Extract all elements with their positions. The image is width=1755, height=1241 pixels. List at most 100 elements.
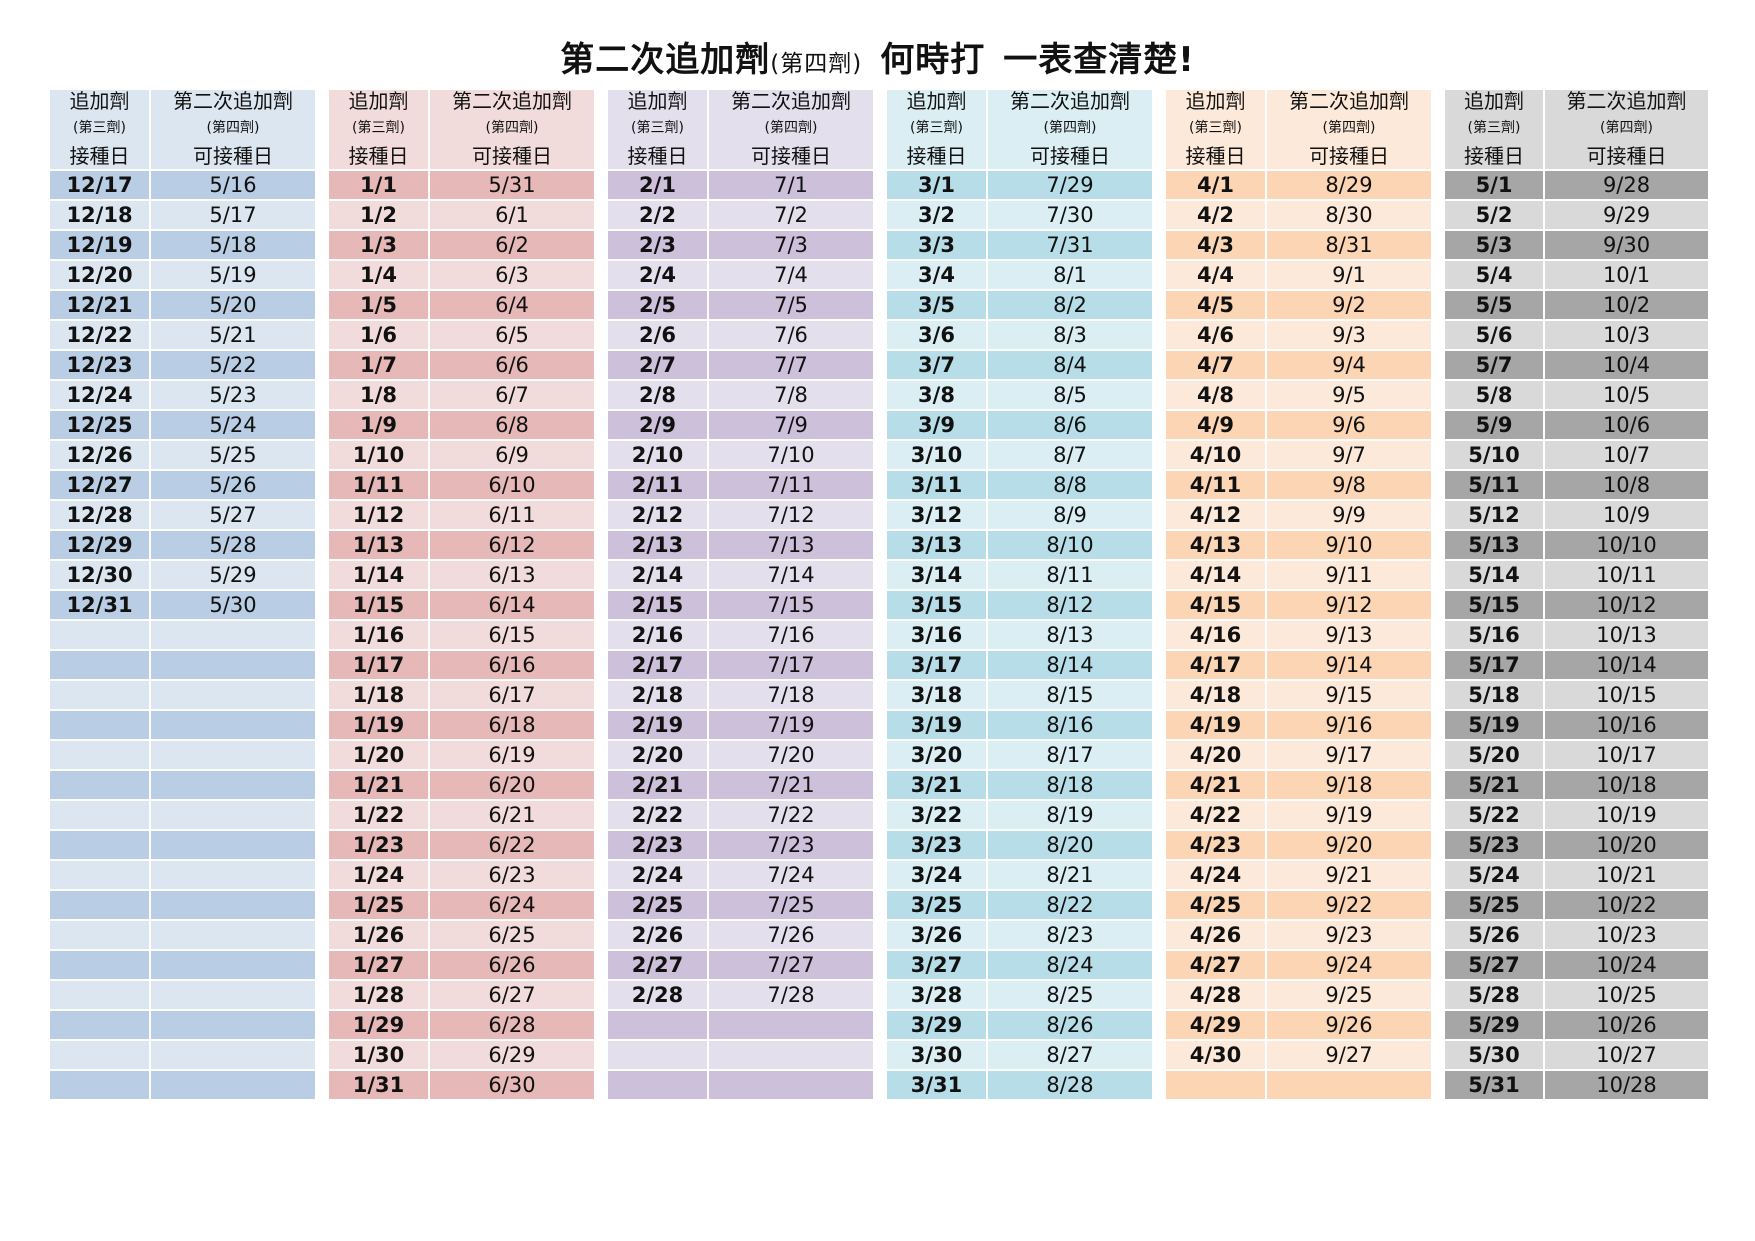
table-row	[606, 1039, 875, 1071]
second-booster-date-cell	[149, 739, 317, 771]
second-booster-date-cell: 7/31	[986, 229, 1154, 261]
header-row: 追加劑 第二次追加劑	[48, 90, 317, 113]
table-row: 12/31 5/30	[48, 589, 317, 621]
booster-date-cell: 4/28	[1164, 979, 1267, 1011]
title-part3: 一表查清楚!	[1003, 40, 1195, 80]
table-jan: 追加劑 第二次追加劑 (第三劑) (第四劑) 接種日 可接種日 1/1 5/31 1/2 6/1 1…	[327, 90, 596, 1170]
table-row: 1/1 5/31	[327, 169, 596, 201]
table-row: 5/3 9/30	[1442, 229, 1710, 261]
booster-date-cell: 2/27	[606, 949, 709, 981]
second-booster-date-cell: 9/28	[1543, 169, 1710, 201]
second-booster-date-cell: 8/19	[986, 799, 1154, 831]
second-booster-date-cell: 7/16	[707, 619, 875, 651]
booster-date-cell: 1/26	[327, 919, 430, 951]
second-booster-date-cell: 7/20	[707, 739, 875, 771]
header-booster-date: 接種日	[327, 143, 430, 170]
table-row	[1164, 1069, 1433, 1101]
table-row: 3/30 8/27	[885, 1039, 1154, 1071]
booster-date-cell: 1/8	[327, 379, 430, 411]
second-booster-date-cell: 5/20	[149, 289, 317, 321]
table-row: 1/18 6/17	[327, 679, 596, 711]
table-row: 12/25 5/24	[48, 409, 317, 441]
booster-date-cell: 4/22	[1164, 799, 1267, 831]
table-row: 3/25 8/22	[885, 889, 1154, 921]
second-booster-date-cell	[707, 1009, 875, 1041]
booster-date-cell: 12/18	[48, 199, 151, 231]
second-booster-date-cell: 7/27	[707, 949, 875, 981]
second-booster-date-cell: 8/2	[986, 289, 1154, 321]
booster-date-cell: 5/1	[1442, 169, 1546, 201]
booster-date-cell: 5/27	[1442, 949, 1546, 981]
second-booster-date-cell: 8/10	[986, 529, 1154, 561]
table-row: 4/25 9/22	[1164, 889, 1433, 921]
booster-date-cell	[48, 1069, 151, 1101]
table-row: 4/2 8/30	[1164, 199, 1433, 231]
table-row: 1/8 6/7	[327, 379, 596, 411]
table-row: 2/14 7/14	[606, 559, 875, 591]
second-booster-date-cell: 6/14	[428, 589, 596, 621]
table-row: 3/20 8/17	[885, 739, 1154, 771]
booster-date-cell: 3/27	[885, 949, 988, 981]
table-row: 3/11 8/8	[885, 469, 1154, 501]
table-row: 5/22 10/19	[1442, 799, 1710, 831]
booster-date-cell: 4/1	[1164, 169, 1267, 201]
second-booster-date-cell	[149, 769, 317, 801]
table-row: 5/8 10/5	[1442, 379, 1710, 411]
header-row: 追加劑 第二次追加劑	[885, 90, 1154, 113]
date-table: 追加劑 第二次追加劑 (第三劑) (第四劑) 接種日 可接種日 5/1 9/28 5/2 9/29…	[1442, 90, 1710, 1101]
booster-date-cell: 4/10	[1164, 439, 1267, 471]
table-row: 1/30 6/29	[327, 1039, 596, 1071]
second-booster-date-cell: 8/17	[986, 739, 1154, 771]
table-row	[606, 1069, 875, 1101]
second-booster-date-cell	[149, 1069, 317, 1101]
table-row: 12/18 5/17	[48, 199, 317, 231]
booster-date-cell: 12/24	[48, 379, 151, 411]
second-booster-date-cell: 6/27	[428, 979, 596, 1011]
table-row: 1/3 6/2	[327, 229, 596, 261]
booster-date-cell	[48, 1039, 151, 1071]
second-booster-date-cell: 5/18	[149, 229, 317, 261]
booster-date-cell: 12/29	[48, 529, 151, 561]
second-booster-date-cell: 8/7	[986, 439, 1154, 471]
second-booster-date-cell: 7/19	[707, 709, 875, 741]
second-booster-date-cell: 10/12	[1543, 589, 1710, 621]
table-row: 2/8 7/8	[606, 379, 875, 411]
header-row: (第三劑) (第四劑)	[327, 113, 596, 143]
second-booster-date-cell: 8/29	[1265, 169, 1433, 201]
booster-date-cell	[48, 619, 151, 651]
table-row: 2/26 7/26	[606, 919, 875, 951]
booster-date-cell: 3/29	[885, 1009, 988, 1041]
table-row: 2/7 7/7	[606, 349, 875, 381]
header-booster-date: 接種日	[48, 143, 151, 170]
second-booster-date-cell: 6/21	[428, 799, 596, 831]
second-booster-date-cell: 8/9	[986, 499, 1154, 531]
booster-date-cell: 1/30	[327, 1039, 430, 1071]
header-booster-date: (第三劑)	[606, 113, 709, 143]
second-booster-date-cell: 6/4	[428, 289, 596, 321]
booster-date-cell: 1/19	[327, 709, 430, 741]
table-row: 1/10 6/9	[327, 439, 596, 471]
booster-date-cell: 3/7	[885, 349, 988, 381]
second-booster-date-cell: 8/28	[986, 1069, 1154, 1101]
booster-date-cell: 1/21	[327, 769, 430, 801]
table-row: 3/24 8/21	[885, 859, 1154, 891]
table-row: 2/16 7/16	[606, 619, 875, 651]
table-row: 12/29 5/28	[48, 529, 317, 561]
table-row: 4/18 9/15	[1164, 679, 1433, 711]
table-row: 5/20 10/17	[1442, 739, 1710, 771]
second-booster-date-cell: 6/15	[428, 619, 596, 651]
table-row: 3/29 8/26	[885, 1009, 1154, 1041]
second-booster-date-cell: 7/12	[707, 499, 875, 531]
second-booster-date-cell: 10/4	[1543, 349, 1710, 381]
booster-date-cell: 4/9	[1164, 409, 1267, 441]
booster-date-cell: 2/9	[606, 409, 709, 441]
second-booster-date-cell: 10/1	[1543, 259, 1710, 291]
booster-date-cell: 1/17	[327, 649, 430, 681]
booster-date-cell: 4/5	[1164, 289, 1267, 321]
table-row: 3/31 8/28	[885, 1069, 1154, 1101]
header-second-booster-date: 第二次追加劑	[428, 90, 596, 113]
second-booster-date-cell: 8/30	[1265, 199, 1433, 231]
booster-date-cell	[48, 859, 151, 891]
booster-date-cell: 1/20	[327, 739, 430, 771]
title-part2: 何時打	[880, 40, 986, 80]
